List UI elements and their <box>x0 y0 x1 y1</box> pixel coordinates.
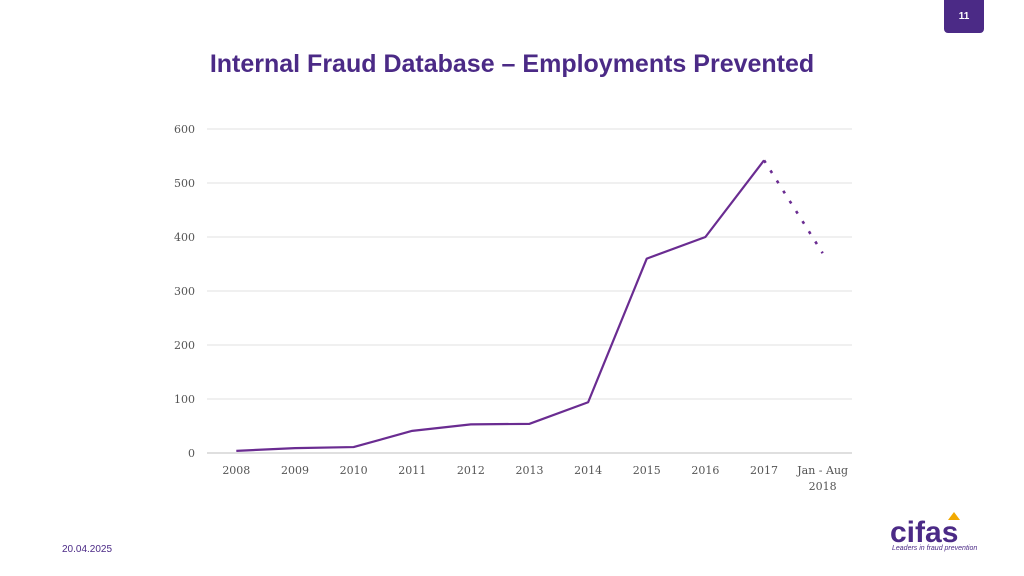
x-tick-label: Jan - Aug <box>796 464 848 477</box>
page-number: 11 <box>958 11 970 22</box>
x-tick-label: 2018 <box>809 480 837 493</box>
y-tick-label: 500 <box>174 177 195 190</box>
x-tick-label: 2008 <box>222 464 250 477</box>
cifas-logo: cifas <box>890 512 960 549</box>
y-tick-label: 100 <box>174 393 195 406</box>
y-tick-label: 600 <box>174 123 195 136</box>
logo-tagline: Leaders in fraud prevention <box>892 545 978 552</box>
page-number-badge: 11 <box>944 0 984 33</box>
x-tick-label: 2010 <box>340 464 368 477</box>
x-tick-label: 2012 <box>457 464 485 477</box>
x-tick-label: 2011 <box>398 464 426 477</box>
x-tick-label: 2015 <box>633 464 661 477</box>
y-tick-label: 400 <box>174 231 195 244</box>
series-line <box>236 159 765 452</box>
slide-date: 20.04.2025 <box>62 544 113 555</box>
slide-title: Internal Fraud Database – Employments Pr… <box>209 50 815 78</box>
y-tick-label: 300 <box>174 285 195 298</box>
y-tick-label: 0 <box>188 447 195 460</box>
series-line-projection <box>762 159 824 254</box>
x-tick-label: 2017 <box>750 464 778 477</box>
x-tick-label: 2009 <box>281 464 309 477</box>
x-tick-label: 2013 <box>516 464 544 477</box>
svg-text:cifas: cifas <box>890 516 958 549</box>
x-tick-label: 2016 <box>691 464 719 477</box>
y-tick-label: 200 <box>174 339 195 352</box>
x-tick-label: 2014 <box>574 464 602 477</box>
